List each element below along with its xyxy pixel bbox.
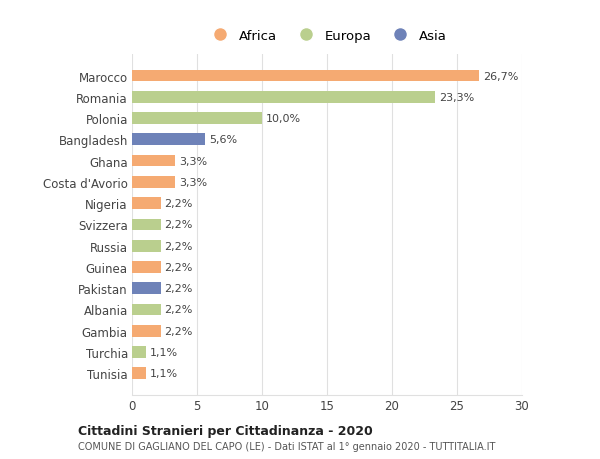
Bar — [132, 219, 161, 231]
Bar — [132, 241, 161, 252]
Text: 2,2%: 2,2% — [164, 263, 193, 272]
Text: 26,7%: 26,7% — [483, 71, 518, 81]
Text: 10,0%: 10,0% — [266, 114, 301, 124]
Bar — [132, 92, 435, 103]
Bar — [132, 156, 175, 167]
Bar — [132, 198, 161, 209]
Bar — [132, 304, 161, 316]
Text: 2,2%: 2,2% — [164, 326, 193, 336]
Bar — [132, 113, 262, 125]
Text: 2,2%: 2,2% — [164, 199, 193, 209]
Text: 2,2%: 2,2% — [164, 241, 193, 251]
Text: 2,2%: 2,2% — [164, 305, 193, 315]
Text: Cittadini Stranieri per Cittadinanza - 2020: Cittadini Stranieri per Cittadinanza - 2… — [78, 424, 373, 437]
Text: 2,2%: 2,2% — [164, 284, 193, 294]
Text: COMUNE DI GAGLIANO DEL CAPO (LE) - Dati ISTAT al 1° gennaio 2020 - TUTTITALIA.IT: COMUNE DI GAGLIANO DEL CAPO (LE) - Dati … — [78, 441, 496, 451]
Bar — [132, 368, 146, 379]
Text: 3,3%: 3,3% — [179, 178, 207, 187]
Bar — [132, 347, 146, 358]
Text: 1,1%: 1,1% — [150, 369, 178, 379]
Bar — [132, 134, 205, 146]
Bar — [132, 71, 479, 82]
Text: 3,3%: 3,3% — [179, 156, 207, 166]
Legend: Africa, Europa, Asia: Africa, Europa, Asia — [202, 24, 452, 48]
Bar — [132, 262, 161, 273]
Bar — [132, 177, 175, 188]
Text: 5,6%: 5,6% — [209, 135, 237, 145]
Bar — [132, 283, 161, 294]
Text: 2,2%: 2,2% — [164, 220, 193, 230]
Bar — [132, 325, 161, 337]
Text: 23,3%: 23,3% — [439, 93, 474, 102]
Text: 1,1%: 1,1% — [150, 347, 178, 357]
